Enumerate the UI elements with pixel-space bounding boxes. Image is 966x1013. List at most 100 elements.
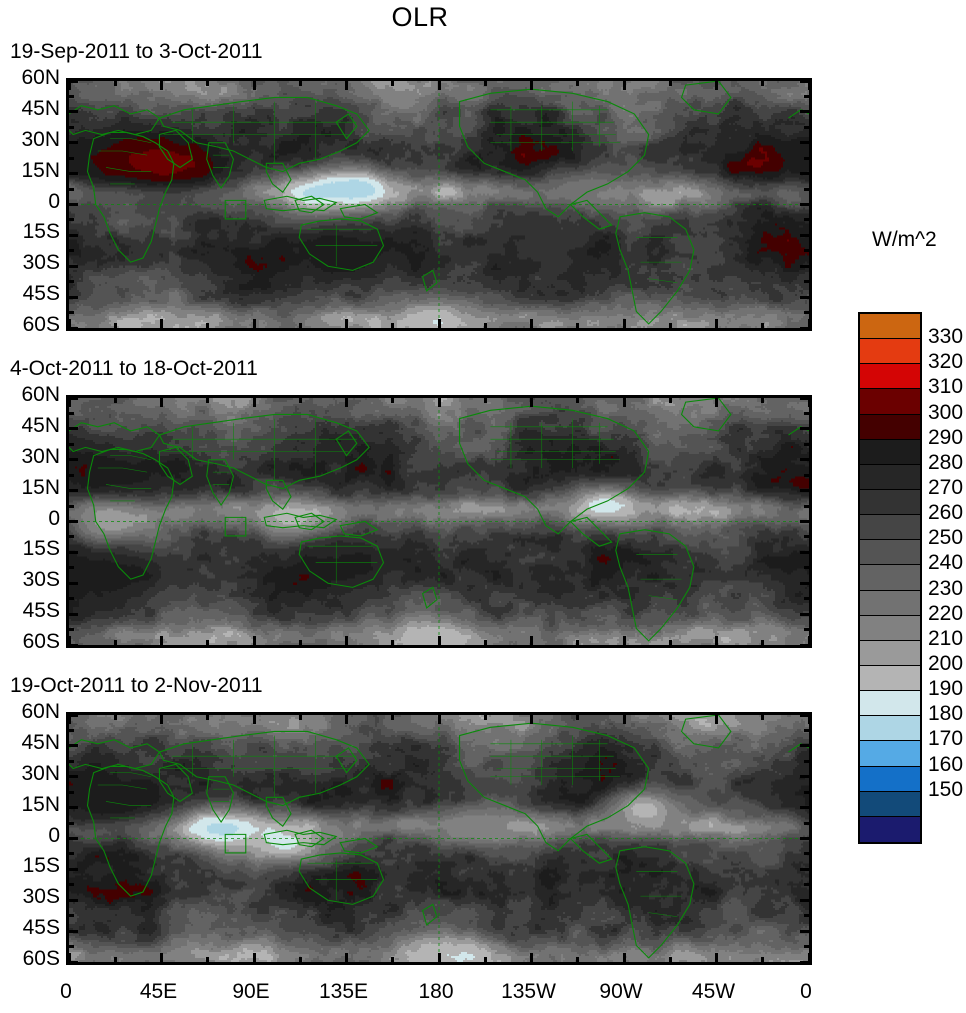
x-axis-tick (530, 81, 533, 90)
x-axis-minor-tick (206, 398, 210, 403)
y-axis-tick (69, 898, 78, 902)
map-panel-3 (66, 712, 812, 965)
x-axis-tick (160, 319, 163, 328)
political-border-path (98, 468, 147, 472)
x-axis-minor-tick (113, 398, 117, 403)
y-tick-label: 15N (21, 792, 60, 816)
coastline-path (299, 536, 383, 587)
coastline-path (423, 904, 437, 925)
y-axis-minor-tick (69, 125, 74, 129)
coastline-path (460, 406, 649, 534)
coastline-path (682, 715, 731, 748)
x-axis-minor-tick (668, 715, 672, 720)
coastline-path (423, 270, 437, 291)
coastline-path (159, 731, 369, 805)
y-axis-tick (69, 960, 78, 962)
colorbar-tick-label: 270 (928, 476, 964, 499)
x-tick-label: 180 (418, 980, 454, 1003)
y-axis-tick (69, 643, 78, 645)
y-axis-minor-tick (804, 280, 809, 284)
map-panel-2 (66, 395, 812, 648)
x-axis-minor-tick (761, 398, 765, 403)
x-axis-tick (252, 715, 256, 724)
coastline-path (266, 163, 291, 192)
y-axis-tick (800, 744, 809, 748)
y-axis-minor-tick (804, 790, 809, 794)
political-border-path (98, 151, 147, 155)
political-border-path (649, 913, 678, 917)
y-tick-label: 45N (21, 413, 60, 437)
coastline-path (264, 513, 336, 527)
x-axis-tick (69, 953, 71, 962)
x-axis-tick (69, 398, 71, 407)
x-axis-tick (622, 636, 626, 645)
y-axis-tick (69, 744, 78, 748)
colorbar-band (860, 389, 920, 415)
x-axis-minor-tick (483, 398, 487, 403)
colorbar-band (860, 515, 920, 541)
colorbar-band (860, 314, 920, 340)
x-axis-minor-tick (668, 398, 672, 403)
map-panel-1 (66, 78, 812, 331)
y-axis-tick (800, 81, 809, 83)
colorbar-tick-label: 200 (928, 652, 964, 675)
y-axis-minor-tick (69, 311, 74, 315)
x-axis-minor-tick (668, 640, 672, 645)
coastline-path (571, 200, 612, 229)
x-axis-minor-tick (576, 957, 580, 962)
y-axis-tick (800, 110, 809, 114)
y-axis-tick (800, 960, 809, 962)
y-tick-label: 30N (21, 444, 60, 468)
x-axis-tick (715, 319, 718, 328)
y-axis-minor-tick (69, 914, 74, 918)
coastline-path (207, 460, 234, 505)
y-axis-tick (69, 427, 78, 431)
colorbar-tick-label: 240 (928, 551, 964, 575)
y-axis-labels-panel-1: 60N 45N 30N 15N 0 15S 30S 45S 60S (0, 66, 60, 336)
colorbar (858, 312, 922, 844)
y-axis-minor-tick (804, 759, 809, 763)
y-axis-tick (69, 141, 78, 145)
x-axis-minor-tick (668, 957, 672, 962)
coastline-overlay (69, 81, 809, 328)
y-axis-minor-tick (804, 442, 809, 446)
colorbar-tick-label: 150 (928, 777, 964, 801)
coastline-path (266, 480, 291, 509)
x-axis-minor-tick (391, 398, 395, 403)
y-axis-minor-tick (804, 218, 809, 222)
y-tick-label: 0 (48, 823, 60, 847)
x-axis-tick (252, 398, 256, 407)
x-axis-tick (160, 715, 163, 724)
x-axis-tick (715, 81, 718, 90)
y-axis-tick (800, 715, 809, 717)
colorbar-band (860, 716, 920, 742)
y-axis-minor-tick (69, 535, 74, 539)
coastline-path (295, 196, 324, 212)
x-axis-minor-tick (576, 81, 580, 86)
y-tick-label: 60N (21, 383, 60, 406)
y-axis-tick (800, 837, 809, 840)
x-axis-tick (530, 953, 533, 962)
y-axis-tick (69, 110, 78, 114)
x-axis-minor-tick (391, 640, 395, 645)
y-axis-tick (69, 929, 78, 933)
coastline-overlay (69, 715, 809, 962)
x-axis-tick (345, 953, 348, 962)
x-tick-label: 135W (501, 980, 556, 1003)
colorbar-band (860, 339, 920, 365)
y-axis-minor-tick (804, 94, 809, 98)
colorbar-band (860, 691, 920, 717)
x-axis-tick (252, 636, 256, 645)
y-axis-minor-tick (69, 504, 74, 508)
y-axis-tick (69, 172, 78, 176)
x-axis-minor-tick (576, 398, 580, 403)
coastline-path (616, 213, 694, 324)
y-tick-label: 45N (21, 96, 60, 120)
y-axis-minor-tick (69, 821, 74, 825)
y-axis-minor-tick (69, 852, 74, 856)
coastline-path (88, 132, 174, 262)
y-axis-minor-tick (69, 280, 74, 284)
colorbar-band (860, 439, 920, 465)
y-axis-minor-tick (804, 187, 809, 191)
y-axis-tick (69, 581, 78, 585)
